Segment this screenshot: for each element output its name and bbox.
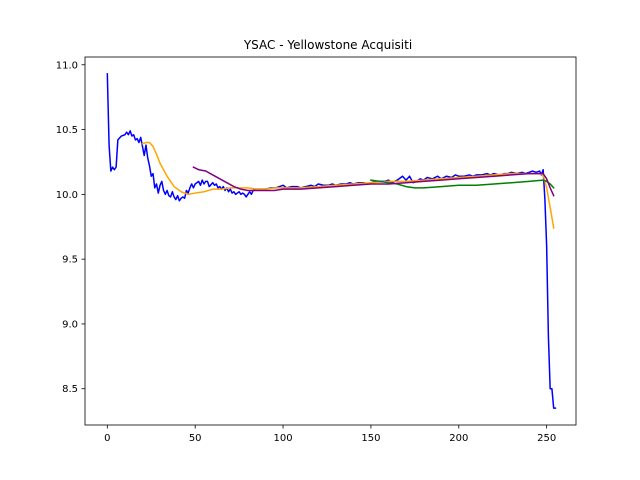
- x-axis: 0 50 100 150 200 250: [104, 425, 556, 444]
- series-line-4: [192, 166, 555, 197]
- x-tick-label: 150: [361, 433, 380, 444]
- series-line-1: [106, 73, 557, 409]
- x-tick-label: 50: [189, 433, 202, 444]
- plot-frame: [84, 56, 577, 426]
- y-tick-label: 8.5: [62, 384, 78, 395]
- chart-title: YSAC - Yellowstone Acquisiti: [243, 38, 412, 52]
- y-tick-label: 9.5: [62, 255, 78, 266]
- y-tick-label: 10.5: [56, 125, 78, 136]
- x-tick-label: 100: [274, 433, 293, 444]
- y-tick-label: 11.0: [56, 60, 78, 71]
- series-line-2: [141, 141, 555, 229]
- x-tick-label: 250: [537, 433, 556, 444]
- y-axis: 8.5 9.0 9.5 10.0 10.5 11.0: [56, 60, 85, 395]
- x-tick-label: 0: [104, 433, 110, 444]
- series-layer: [106, 73, 557, 409]
- y-tick-label: 9.0: [62, 319, 78, 330]
- x-tick-label: 200: [449, 433, 468, 444]
- y-tick-label: 10.0: [56, 190, 78, 201]
